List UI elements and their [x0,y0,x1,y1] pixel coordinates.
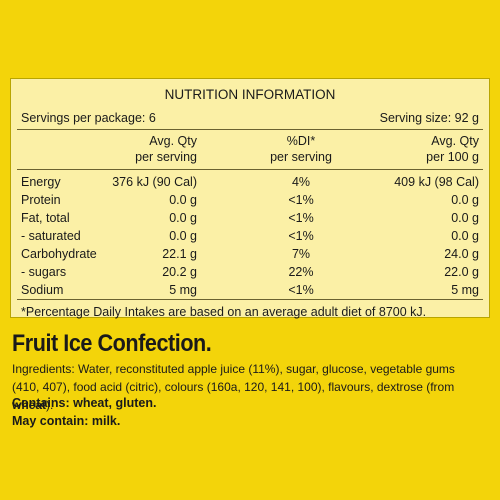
text: ). [46,398,54,412]
column-header: Avg. Qty [431,134,479,148]
column-header: per serving [135,150,197,164]
servings: Servings per package: 6 [21,111,156,125]
rule [17,299,483,300]
cell: 0.0 g [451,211,479,225]
cell: <1% [288,193,314,207]
may-contain: May contain: milk. [12,414,121,428]
cell: 0.0 g [169,193,197,207]
row-label: Sodium [21,283,64,297]
cell: 5 mg [169,283,197,297]
row-label: Fat, total [21,211,70,225]
cell: 0.0 g [169,229,197,243]
cell: 7% [291,247,311,261]
cell: 24.0 g [444,247,479,261]
cell: <1% [288,211,314,225]
nutrition-panel: NUTRITION INFORMATION Servings per packa… [10,78,490,319]
cell: 22% [288,265,314,279]
cell: 22.1 g [162,247,197,261]
contains: Contains: wheat, gluten. [12,396,157,410]
cell: 22.0 g [444,265,479,279]
cell: 4% [291,175,311,189]
cell: 5 mg [451,283,479,297]
row-label: Protein [21,193,61,207]
cell: <1% [288,229,314,243]
column-header: Avg. Qty [149,134,197,148]
row-label: - saturated [21,229,81,243]
cell: <1% [288,283,314,297]
rule [17,129,483,130]
cell: 376 kJ (90 Cal) [112,175,197,189]
allergen: wheat [12,398,47,412]
panel-title: NUTRITION INFORMATION [164,87,336,102]
ingredients: Ingredients: Water, reconstituted apple … [12,360,482,414]
row-label: Energy [21,175,61,189]
column-header: %DI* [286,134,316,148]
rule [17,169,483,170]
text: Ingredients: Water, reconstituted apple … [12,362,455,394]
cell: 0.0 g [451,229,479,243]
row-label: - sugars [21,265,67,279]
cell: 0.0 g [169,211,197,225]
column-header: per 100 g [426,150,479,164]
cell: 20.2 g [162,265,197,279]
footnote: *Percentage Daily Intakes are based on a… [21,305,427,319]
serving-size: Serving size: 92 g [379,111,479,125]
cell: 409 kJ (98 Cal) [394,175,479,189]
column-header: per serving [270,150,332,164]
row-label: Carbohydrate [21,247,97,261]
cell: 0.0 g [451,193,479,207]
product-name: Fruit Ice Confection. [12,330,212,357]
